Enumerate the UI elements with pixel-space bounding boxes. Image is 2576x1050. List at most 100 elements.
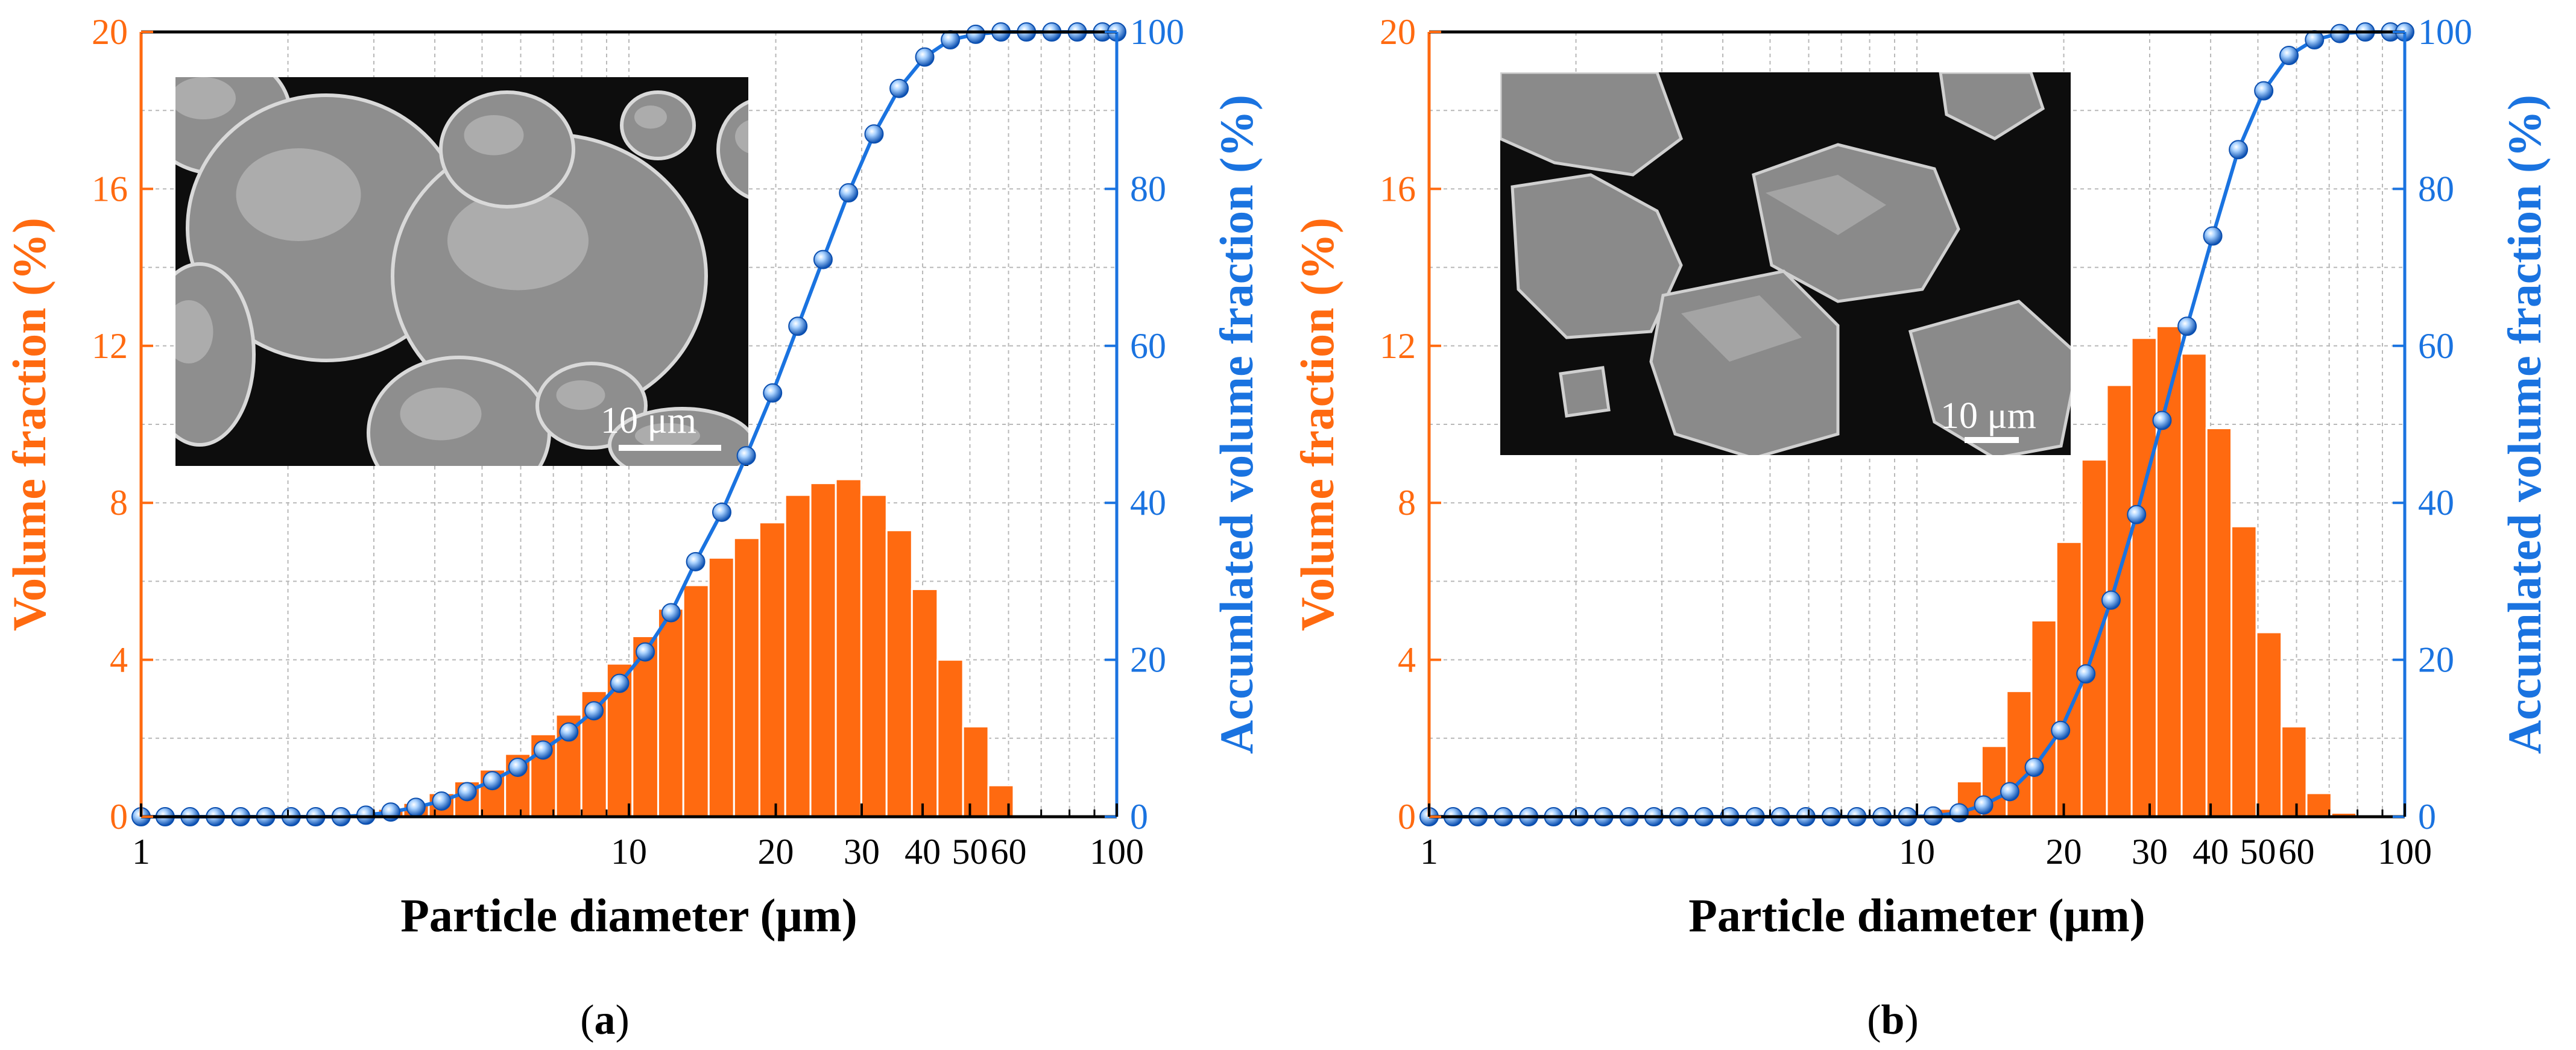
x-tick-label: 100 [2378, 832, 2432, 872]
cumulative-point [559, 722, 579, 742]
cumulative-point [2229, 140, 2249, 160]
bar [835, 478, 862, 818]
sem-particle-highlight [175, 77, 236, 119]
cumulative-point [2254, 81, 2274, 101]
bar [809, 482, 837, 818]
cumulative-point [610, 673, 630, 693]
x-tick-label: 20 [2046, 832, 2082, 872]
sem-particle-highlight [1766, 175, 1886, 235]
cumulative-point [2101, 590, 2121, 610]
y-right-tick-label: 80 [2418, 169, 2454, 209]
caption-paren-open: ( [1867, 997, 1881, 1043]
y-right-tick-label: 100 [2418, 12, 2472, 52]
sem-inset [175, 77, 911, 466]
scale-bar [1965, 437, 2019, 443]
caption-paren-close: ) [616, 997, 630, 1043]
caption-letter: a [595, 997, 616, 1043]
y-right-tick-label: 60 [1130, 326, 1166, 366]
scale-bar-label: 10 μm [601, 400, 696, 441]
bars [377, 478, 1015, 818]
cumulative-point [2305, 30, 2325, 50]
x-tick-label: 40 [904, 832, 941, 872]
bar [936, 659, 964, 818]
bar [885, 529, 913, 818]
y-right-tick-label: 20 [2418, 640, 2454, 680]
y-left-tick-label: 20 [1380, 12, 1416, 52]
y-left-tick-label: 4 [110, 640, 128, 680]
cumulative-point [2152, 410, 2172, 430]
chart-panel-b: 10 μm 0 4 8 12 16 20 0 20 40 60 80 100 1 10 20 30 40 50 60 1… [1288, 0, 2576, 1050]
bar [784, 494, 812, 818]
y-left-tick-label: 8 [110, 483, 128, 523]
x-tick-label: 30 [844, 832, 880, 872]
cumulative-point [2177, 316, 2197, 336]
y-left-tick-label: 16 [1380, 169, 1416, 209]
cumulative-point [508, 757, 528, 777]
bar [2080, 459, 2108, 818]
sem-particle [1559, 366, 1611, 418]
bar [733, 537, 760, 818]
x-axis-title: Particle diameter (μm) [1688, 889, 2145, 942]
sem-particle-highlight [634, 105, 667, 129]
x-tick-label: 30 [2132, 832, 2168, 872]
sem-particle-highlight [400, 388, 482, 441]
x-tick-label: 10 [1899, 832, 1935, 872]
bar [987, 784, 1015, 818]
y-right-tick-label: 100 [1130, 12, 1184, 52]
cumulative-point [2000, 782, 2019, 802]
y-right-axis-title: Accumlated volume fraction (%) [1210, 95, 1263, 754]
bar [758, 521, 786, 818]
bar [682, 584, 710, 818]
x-tick-label: 40 [2192, 832, 2229, 872]
cumulative-point [736, 446, 756, 466]
bar [2281, 725, 2308, 818]
cumulative-point [661, 603, 681, 623]
cumulative-point [2330, 24, 2350, 43]
bar [860, 494, 888, 818]
x-tick-label: 1 [1420, 832, 1438, 872]
cumulative-point [1949, 803, 1969, 823]
bar [2030, 620, 2057, 818]
cumulative-point [839, 183, 859, 203]
panel-caption: (a) [580, 997, 630, 1043]
sem-particle-highlight [842, 323, 880, 353]
bar [2305, 792, 2332, 818]
y-right-tick-label: 0 [2418, 797, 2436, 837]
sem-particle [762, 242, 801, 280]
cumulative-point [584, 701, 604, 721]
bar [2230, 525, 2258, 818]
y-left-axis-title: Volume fraction (%) [1291, 218, 1343, 631]
bar [657, 608, 684, 818]
x-tick-label: 50 [952, 832, 988, 872]
x-tick-label: 1 [132, 832, 150, 872]
scale-bar-label: 10 μm [1940, 395, 2036, 436]
y-left-tick-label: 0 [1398, 797, 1416, 837]
bar [2055, 541, 2083, 818]
y-left-tick-label: 16 [92, 169, 128, 209]
bar [911, 588, 939, 818]
y-right-tick-label: 20 [1130, 640, 1166, 680]
y-right-tick-label: 60 [2418, 326, 2454, 366]
caption-paren-close: ) [1904, 997, 1918, 1043]
y-left-tick-label: 20 [92, 12, 128, 52]
sem-particle [1939, 72, 2045, 140]
y-right-tick-label: 40 [1130, 483, 1166, 523]
caption-letter: b [1881, 997, 1905, 1043]
y-right-tick-label: 80 [1130, 169, 1166, 209]
caption-paren-open: ( [580, 997, 594, 1043]
y-left-tick-label: 12 [92, 326, 128, 366]
cumulative-point [432, 791, 452, 811]
sem-particle-highlight [1681, 295, 1802, 362]
sem-inset [1500, 72, 2071, 455]
cumulative-point [636, 642, 655, 662]
sem-particle-highlight [175, 300, 213, 363]
bar [2130, 337, 2158, 818]
y-right-tick-label: 40 [2418, 483, 2454, 523]
y-right-axis-title: Accumlated volume fraction (%) [2498, 95, 2551, 754]
cumulative-point [2024, 757, 2044, 777]
sem-particle [1500, 72, 1683, 177]
cumulative-point [381, 802, 401, 822]
x-tick-label: 60 [2279, 832, 2315, 872]
sem-particle [827, 306, 911, 391]
